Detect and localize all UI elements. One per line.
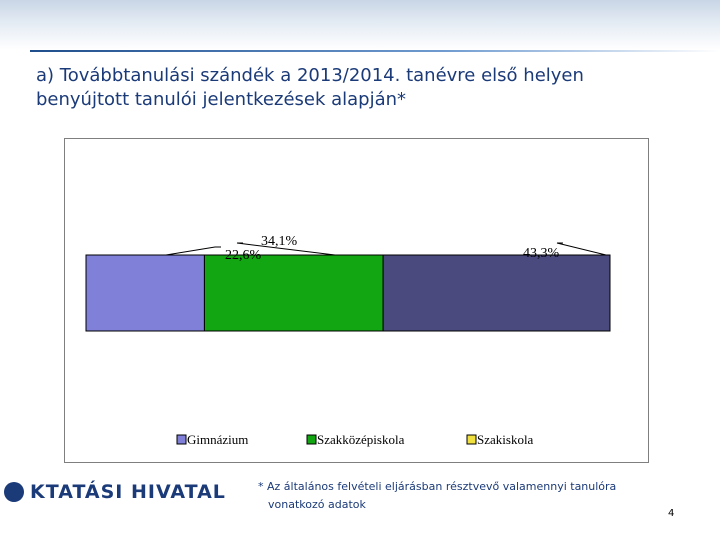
legend-label-szakk-z-piskola: Szakközépiskola: [317, 432, 405, 447]
legend-label-szakiskola: Szakiskola: [477, 432, 534, 447]
header-band: [0, 0, 720, 50]
page-number: 4: [668, 508, 675, 519]
leader-line-gimn-zium: [165, 246, 221, 256]
bar-segment-szakiskola: [382, 254, 611, 332]
leader-line-szakiskola: [556, 242, 607, 256]
slide-title-line-1: a) Továbbtanulási szándék a 2013/2014. t…: [36, 65, 584, 86]
footnote: * Az általános felvételi eljárásban rész…: [258, 478, 658, 514]
footnote-line-2: vonatkozó adatok: [268, 498, 366, 511]
slide-title: a) Továbbtanulási szándék a 2013/2014. t…: [36, 64, 676, 112]
legend-swatch-szakiskola: [466, 434, 477, 445]
slide-title-line-2: benyújtott tanulói jelentkezések alapján…: [36, 89, 407, 110]
data-label-gimn-zium: 22,6%: [225, 248, 262, 263]
legend-swatch-szakk-z-piskola: [306, 434, 317, 445]
data-label-szakk-z-piskola: 34,1%: [261, 234, 298, 249]
bar-segment-gimn-zium: [85, 254, 205, 332]
leader-line-szakk-z-piskola: [236, 242, 336, 256]
stacked-bar-chart: 22,6%34,1% 43,3% Gimnázium Szakközépiskola S…: [85, 234, 611, 447]
bar-segment-szakk-z-piskola: [203, 254, 384, 332]
footnote-line-1: * Az általános felvételi eljárásban rész…: [258, 480, 617, 493]
legend-swatch-gimn-zium: [176, 434, 187, 445]
legend-label-gimn-zium: Gimnázium: [187, 432, 248, 447]
data-label-szakiskola: 43,3%: [523, 246, 560, 261]
logo-mark-icon: [4, 482, 24, 502]
logo-text: KTATÁSI HIVATAL: [30, 481, 226, 503]
logo: KTATÁSI HIVATAL: [0, 478, 226, 506]
header-rule: [30, 50, 720, 52]
chart-frame: 22,6% 34,1% 43,3% Gimnázium Szakközépiskola S…: [64, 138, 649, 463]
